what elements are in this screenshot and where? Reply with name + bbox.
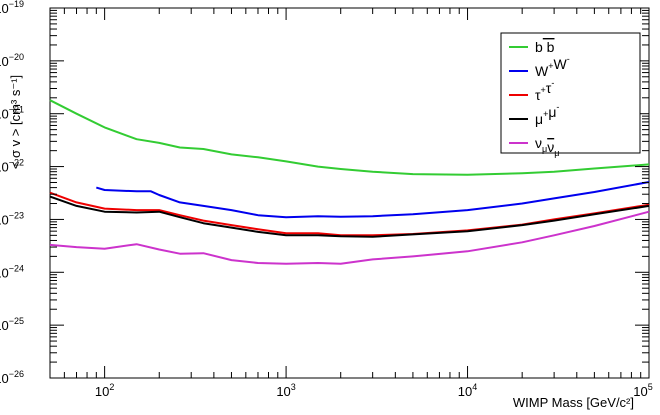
series-line-2 (49, 191, 650, 237)
y-tick-label: 10−26 (0, 369, 24, 386)
x-tick-label: 104 (458, 382, 477, 399)
legend-label-4: νμνμ (535, 135, 559, 158)
legend-label-2: τ+τ- (535, 78, 554, 103)
y-tick-label: 10−22 (0, 158, 24, 175)
legend: b bW+W-τ+τ-μ+μ-νμνμ (500, 32, 641, 158)
legend-label-0: b b (535, 39, 555, 55)
series-line-3 (49, 195, 650, 238)
legend-label-1: W+W- (535, 54, 570, 79)
legend-box (500, 32, 641, 154)
y-tick-label: 10−21 (0, 105, 24, 122)
y-tick-label: 10−25 (0, 316, 24, 333)
axis-layer: 102 103 104 105 10−26 10−25 10−24 10−23 10−22 10−… (0, 0, 653, 399)
x-tick-label: 102 (95, 382, 114, 399)
y-tick-label: 10−20 (0, 52, 24, 69)
series-line-0 (49, 99, 650, 176)
y-tick-label: 10−19 (0, 0, 24, 16)
y-tick-label: 10−24 (0, 263, 24, 280)
y-tick-label: 10−23 (0, 210, 24, 227)
x-tick-label: 103 (276, 382, 295, 399)
y-axis-title: < σ v > [cm³ s⁻¹] (8, 75, 23, 169)
x-tick-label: 105 (633, 382, 652, 399)
series-line-1 (96, 181, 650, 219)
series-layer (49, 99, 650, 265)
x-axis-title: WIMP Mass [GeV/c²] (513, 395, 634, 410)
legend-label-3: μ+μ- (535, 102, 559, 127)
series-line-4 (49, 210, 650, 265)
